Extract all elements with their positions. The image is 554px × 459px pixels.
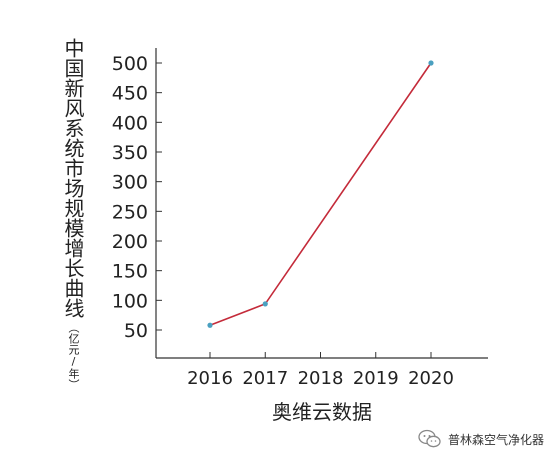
series-line bbox=[209, 62, 432, 326]
data-point bbox=[262, 301, 268, 307]
y-axis-title: 中国新风系统市场规模增长曲线 bbox=[61, 38, 85, 318]
watermark-text: 普林森空气净化器 bbox=[447, 432, 544, 447]
y-tick-label: 250 bbox=[112, 201, 148, 223]
x-axis-title: 奥维云数据 bbox=[272, 400, 372, 424]
y-tick-label: 500 bbox=[112, 53, 148, 75]
y-tick-label: 200 bbox=[112, 231, 148, 253]
series-group bbox=[207, 60, 434, 328]
watermark: 普林森空气净化器 bbox=[418, 429, 544, 449]
x-tick-label: 2020 bbox=[408, 368, 454, 389]
data-point bbox=[428, 60, 434, 66]
x-tick-label: 2017 bbox=[242, 368, 288, 389]
y-axis-title-block: 中国新风系统市场规模增长曲线 （亿元/年） bbox=[58, 38, 88, 390]
wechat-icon bbox=[418, 429, 441, 448]
y-tick-label: 100 bbox=[112, 290, 148, 312]
y-tick-label: 50 bbox=[124, 320, 148, 342]
y-axis-unit: （亿元/年） bbox=[67, 322, 80, 390]
y-tick-label: 450 bbox=[112, 83, 148, 105]
y-tick-label: 300 bbox=[112, 172, 148, 194]
data-point bbox=[207, 322, 213, 328]
y-tick-label: 350 bbox=[112, 142, 148, 164]
chart-axes bbox=[155, 48, 488, 359]
y-tick-label: 150 bbox=[112, 261, 148, 283]
x-tick-label: 2019 bbox=[353, 368, 399, 389]
y-ticks: 50 100 150 200 250 300 350 400 450 500 bbox=[112, 53, 162, 342]
x-ticks: 2016 2017 2018 2019 2020 bbox=[187, 352, 454, 389]
x-tick-label: 2016 bbox=[187, 368, 233, 389]
x-tick-label: 2018 bbox=[298, 368, 344, 389]
y-tick-label: 400 bbox=[112, 112, 148, 134]
